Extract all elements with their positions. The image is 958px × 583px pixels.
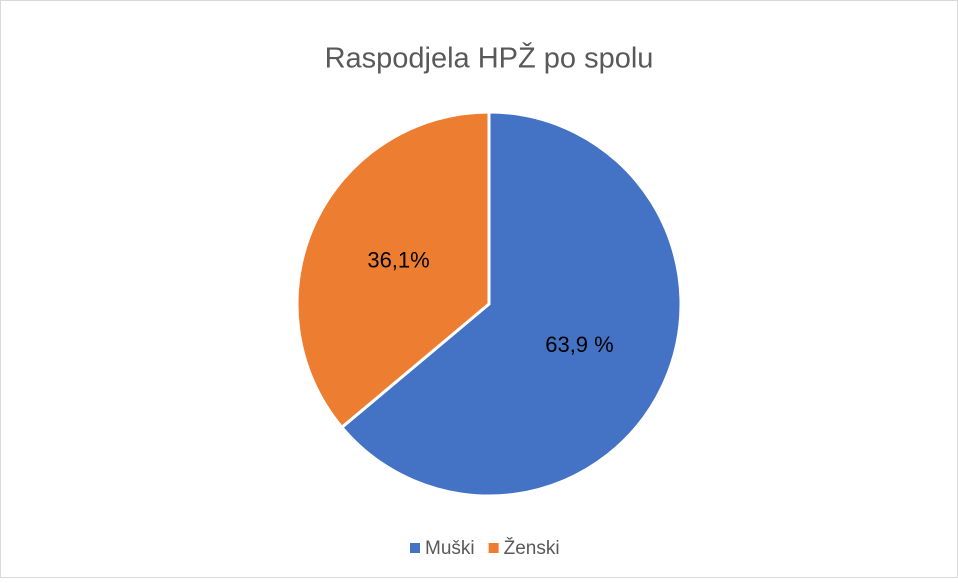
chart-title: Raspodjela HPŽ po spolu [325,42,654,75]
legend-swatch [410,543,420,553]
data-label: 63,9 % [545,332,614,357]
legend-label: Ženski [504,537,560,559]
pie-slice [295,110,491,429]
legend-swatch [488,543,499,553]
legend-label: Muški [425,538,475,559]
pie-slice [340,110,683,498]
data-label: 36,1% [367,248,429,273]
